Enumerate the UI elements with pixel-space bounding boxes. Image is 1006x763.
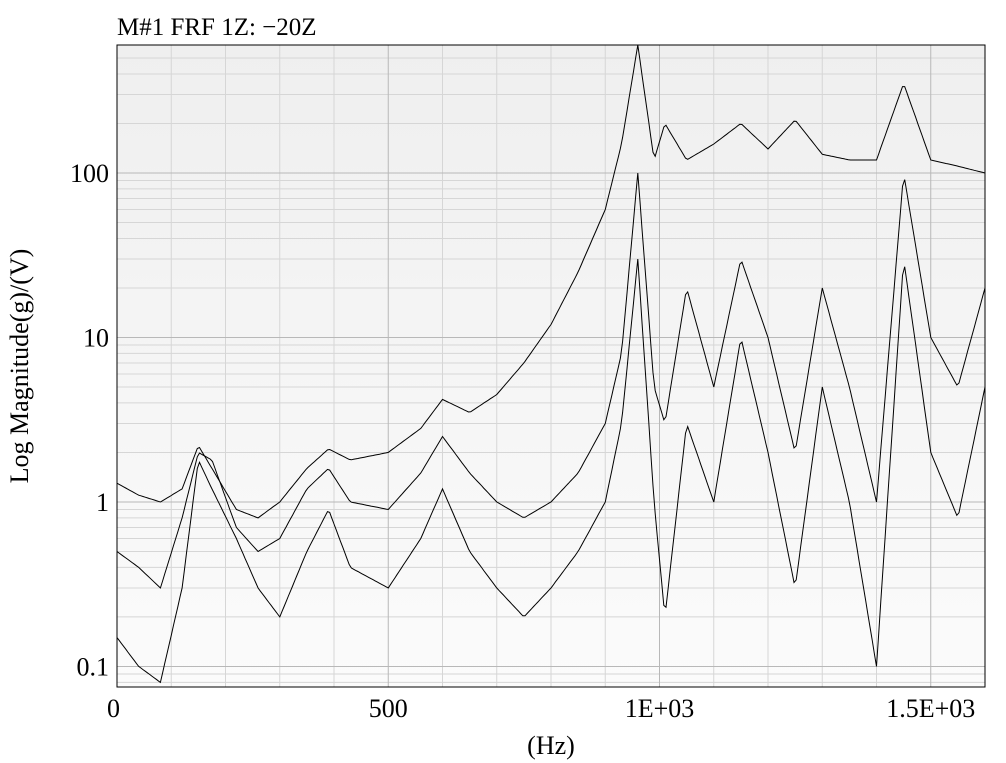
x-tick-labels: 0 500 1E+03 1.5E+03	[107, 694, 975, 723]
plot-frame	[116, 44, 986, 688]
x-tick-label: 1E+03	[625, 694, 695, 723]
y-tick-label: 0.1	[77, 652, 110, 681]
y-tick-labels: 0.1 1 10 100	[70, 159, 109, 681]
x-tick-label: 0	[107, 694, 120, 723]
minor-gridlines	[117, 45, 985, 687]
y-axis-title: Log Magnitude(g)/(V)	[5, 249, 34, 484]
x-tick-label: 1.5E+03	[886, 694, 975, 723]
frf-series-line	[117, 45, 985, 519]
x-tick-label: 500	[369, 694, 408, 723]
frf-series-line	[117, 172, 985, 589]
y-tick-label: 10	[83, 323, 109, 352]
frf-series-line	[117, 258, 985, 684]
x-axis-title: (Hz)	[527, 731, 575, 760]
y-tick-label: 100	[70, 159, 109, 188]
y-tick-label: 1	[96, 488, 109, 517]
series-layer	[117, 45, 985, 684]
chart-title: M#1 FRF 1Z: −20Z	[117, 14, 317, 41]
